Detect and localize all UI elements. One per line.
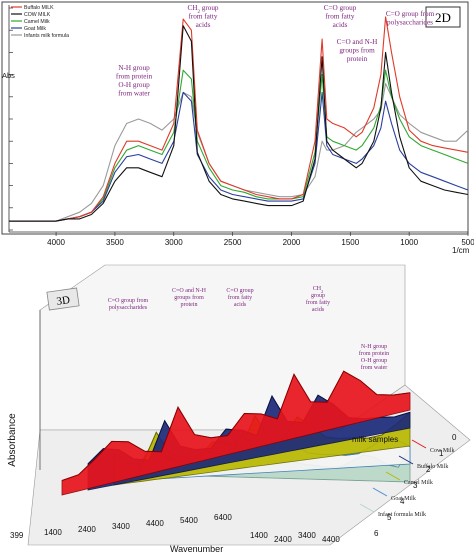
- panel-2d-x-tick-label: 500: [461, 238, 474, 247]
- panel-3d-x-axis-label: Wavenumber: [170, 544, 223, 554]
- panel-3d-annotation: C=O group from fatty acids: [226, 288, 253, 308]
- panel-3d-x-tick-label: 4400: [146, 519, 164, 528]
- panel-3d-annotation: CH2 group from fatty acids: [306, 286, 330, 313]
- panel-2d-label: 2D: [435, 10, 451, 25]
- series-line-buffalo-milk: [9, 16, 469, 222]
- sample-label: Camel Milk: [404, 480, 433, 486]
- panel-2d-x-tick-label: 1500: [341, 238, 359, 247]
- panel-3d-ribbons: [61, 370, 411, 496]
- panel-3d-x-tick-label: 5400: [180, 516, 198, 525]
- panel-3d-z-tick-label: 5: [387, 513, 392, 522]
- legend-label: Camel Milk: [24, 19, 50, 25]
- panel-3d-z-tick-label: 6: [374, 529, 379, 538]
- panel-3d-z-tick-label: 2: [426, 465, 431, 474]
- panel-3d-z-tick-label: 3: [413, 481, 418, 490]
- sample-arrow: [385, 471, 401, 481]
- panel-2d-annotation: CH2 group from fatty acids: [187, 4, 218, 29]
- panel-3d: 3D C=O group from polysaccharides C=O and …: [7, 264, 471, 554]
- panel-2d-x-tick-label: 3000: [165, 238, 183, 247]
- sample-arrow: [411, 439, 427, 449]
- panel-2d-x-tick-label: 4000: [47, 238, 65, 247]
- ribbon-top-edge: [61, 370, 411, 481]
- panel-2d-annotations: N-H group from protein O-H group from water…: [116, 4, 435, 98]
- series-line-infants-milk-formula: [9, 82, 469, 222]
- panel-3d-x-tick-label: 6400: [214, 513, 232, 522]
- series-line-cow-milk: [9, 25, 469, 222]
- panel-2d-x-tick-label: 1000: [400, 238, 418, 247]
- sample-label: Cow Milk: [430, 448, 455, 454]
- panel-2d-x-axis-label: 1/cm: [452, 246, 470, 255]
- panel-2d-x-tick-label: 3500: [106, 238, 124, 247]
- panel-3d-annotation: N-H group from protein O-H group from water: [359, 344, 389, 371]
- legend-label: Goat Milk: [24, 26, 46, 32]
- sample-label: Infant formula Milk: [378, 511, 426, 518]
- panel-3d-x-tick-label: 1400: [250, 531, 268, 540]
- panel-3d-z-tick-label: 4: [400, 497, 405, 506]
- panel-3d-z-tick-label: 1: [439, 449, 444, 458]
- panel-3d-label: 3D: [56, 294, 71, 308]
- panel-2d-annotation: N-H group from protein O-H group from water: [116, 64, 153, 98]
- panel-3d-label-box: [46, 287, 80, 311]
- panel-2d-label-box: [425, 6, 461, 28]
- panel-3d-x-tick-label: 4400: [322, 535, 340, 544]
- panel-3d-z-axis-label: milk samples: [352, 435, 398, 444]
- sample-arrow: [372, 487, 388, 497]
- panel-3d-y-axis-label: Absorbance: [7, 413, 18, 467]
- panel-3d-annotations: C=O group from polysaccharides C=O and N-H…: [108, 286, 389, 371]
- sample-label: Goat Milk: [391, 496, 416, 502]
- panel-2d-annotation: C=O and N-H groups from protein: [337, 38, 378, 63]
- panel-3d-x-tick-label: 2400: [274, 535, 292, 544]
- sample-arrow: [359, 503, 375, 513]
- panel-3d-x-tick-label: 3400: [298, 531, 316, 540]
- series-line-goat-milk: [9, 91, 469, 222]
- panel-2d-series-lines: [9, 16, 469, 222]
- panel-3d-sample-labels: Cow Milk Buffalo Milk Camel Milk Goat Milk I…: [359, 439, 455, 518]
- panel-3d-x-tick-label: 2400: [78, 525, 96, 534]
- panel-3d-x-tick-label: 1400: [44, 528, 62, 537]
- panel-2d-annotation: C=O group from fatty acids: [324, 4, 357, 29]
- panel-2d-x-ticks: 4000 3500 3000 2500 2000 1500 1000 500: [47, 232, 474, 247]
- panel-2d-x-tick-label: 2500: [224, 238, 242, 247]
- panel-3d-x-tick-label: 399: [10, 531, 24, 540]
- sample-label: Buffalo Milk: [417, 463, 448, 470]
- legend-label: COW MILK: [24, 12, 51, 18]
- legend-label: Infants milk formula: [24, 33, 69, 39]
- legend-label: Buffalo MILK: [24, 5, 54, 11]
- sample-arrow: [398, 455, 414, 465]
- panel-3d-x-ticks: 399 1400 2400 3400 4400 5400 6400 1400 2400 3400 4…: [10, 513, 340, 544]
- panel-2d-x-tick-label: 2000: [283, 238, 301, 247]
- panel-2d-annotation: C=O group from polysaccharides: [386, 10, 435, 27]
- panel-2d-y-axis-label: Abs: [2, 71, 15, 80]
- panel-3d-z-tick-label: 0: [452, 433, 457, 442]
- panel-3d-annotation: C=O group from polysaccharides: [108, 297, 149, 311]
- panel-3d-x-tick-label: 3400: [112, 522, 130, 531]
- panel-3d-annotation: C=O and N-H groups from protein: [172, 288, 207, 308]
- panel-2d-y-ticks: [9, 7, 13, 231]
